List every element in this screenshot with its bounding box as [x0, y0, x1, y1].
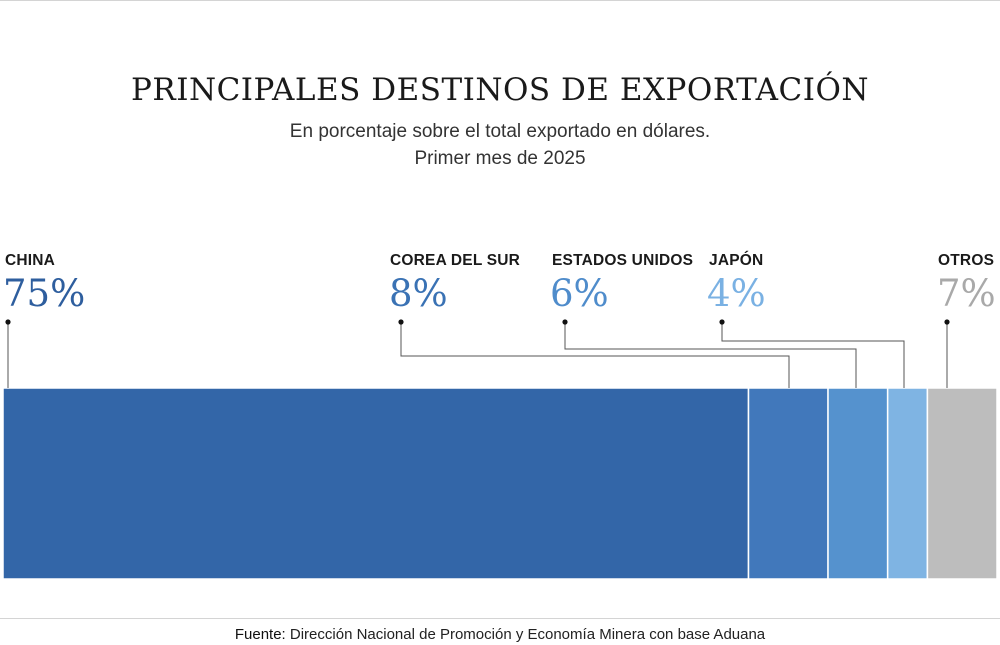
leader-dot-2	[398, 319, 404, 325]
label-corea-del-sur: COREA DEL SUR	[390, 252, 521, 269]
bar-segment-4	[886, 387, 929, 580]
value-estados-unidos: 6%	[550, 272, 609, 315]
chart-subtitle-line2: Primer mes de 2025	[414, 148, 586, 169]
leader-dot-1	[5, 319, 11, 325]
value-japon: 4%	[707, 272, 766, 315]
source-label: Fuente:	[234, 626, 286, 643]
leader-5	[944, 319, 950, 388]
top-rule	[0, 0, 1000, 1]
bar-segment-2	[747, 387, 829, 580]
leader-dot-4	[719, 319, 725, 325]
bar-segment-3	[827, 387, 889, 580]
leader-4	[719, 319, 905, 388]
label-japon: JAPÓN	[709, 252, 764, 269]
leader-dot-5	[944, 319, 950, 325]
bar-segment-5	[926, 387, 998, 580]
source-text: Dirección Nacional de Promoción y Econom…	[289, 626, 766, 643]
value-corea-del-sur: 8%	[389, 272, 448, 315]
source-note: Fuente: Dirección Nacional de Promoción …	[0, 626, 1000, 643]
value-otros: 7%	[937, 272, 996, 315]
leader-2	[398, 319, 790, 388]
leader-line-4	[721, 322, 905, 388]
leader-3	[562, 319, 857, 388]
bar-segments	[2, 387, 998, 580]
leader-dot-3	[562, 319, 568, 325]
label-estados-unidos: ESTADOS UNIDOS	[552, 252, 694, 269]
bottom-rule	[0, 618, 1000, 619]
leader-1	[5, 319, 11, 388]
label-otros: OTROS	[938, 252, 995, 269]
chart-title: PRINCIPALES DESTINOS DE EXPORTACIÓN	[131, 72, 869, 108]
leader-lines	[5, 319, 950, 388]
label-china: CHINA	[5, 252, 56, 269]
value-china: 75%	[3, 272, 86, 315]
leader-line-2	[400, 322, 790, 388]
chart-subtitle-line1: En porcentaje sobre el total exportado e…	[289, 121, 711, 142]
leader-line-3	[564, 322, 857, 388]
bar-segment-1	[2, 387, 750, 580]
